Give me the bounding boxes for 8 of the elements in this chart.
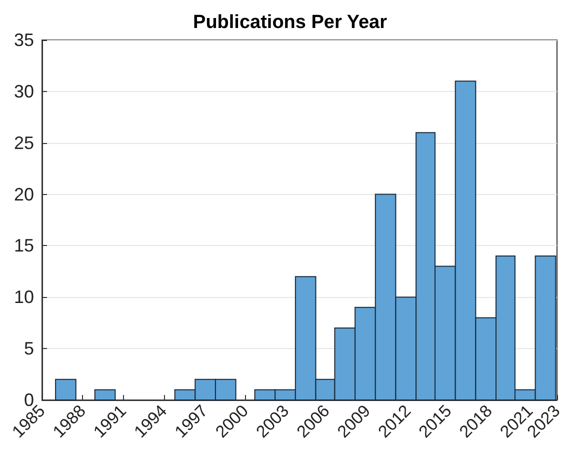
chart-title: Publications Per Year — [193, 12, 388, 33]
y-tick-label: 5 — [24, 338, 34, 359]
y-tick-label: 25 — [14, 132, 34, 153]
y-tick-label: 15 — [14, 236, 34, 256]
y-tick-label: 30 — [14, 81, 34, 102]
y-tick-label: 10 — [14, 287, 34, 308]
y-tick-label: 20 — [14, 184, 34, 204]
y-tick-label: 35 — [14, 30, 34, 50]
